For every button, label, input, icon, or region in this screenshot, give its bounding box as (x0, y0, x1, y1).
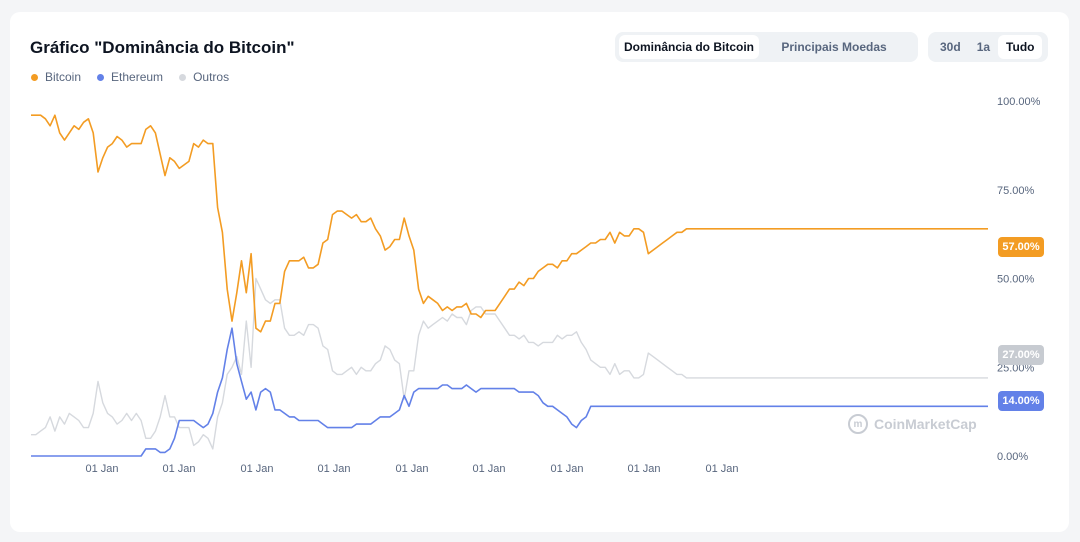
legend-dot-outros (179, 73, 187, 81)
range-30d[interactable]: 30d (940, 40, 961, 54)
x-tick-label: 01 Jan (317, 463, 350, 475)
legend-item-bitcoin[interactable]: Bitcoin (31, 70, 81, 84)
x-tick-label: 01 Jan (705, 463, 738, 475)
legend-dot-ethereum (97, 73, 105, 81)
chart-card (10, 12, 1069, 532)
badge-bitcoin-value: 57.00% (998, 237, 1044, 257)
watermark-text: CoinMarketCap (874, 416, 977, 432)
x-tick-label: 01 Jan (472, 463, 505, 475)
series-line-bitcoin[interactable] (31, 114, 988, 333)
range-1y[interactable]: 1a (976, 40, 991, 54)
series-line-ethereum[interactable] (31, 327, 988, 457)
y-tick-label: 75.00% (997, 185, 1035, 197)
legend-dot-bitcoin (31, 73, 38, 81)
badge-others-value: 27.00% (998, 345, 1044, 365)
series-line-outros[interactable] (31, 277, 988, 450)
tab-dominance[interactable]: Dominância do Bitcoin (619, 35, 759, 59)
x-tick-label: 01 Jan (395, 463, 428, 475)
view-toggle: Dominância do Bitcoin Principais Moedas (615, 32, 918, 62)
x-tick-label: 01 Jan (550, 463, 583, 475)
watermark: m CoinMarketCap (848, 414, 977, 434)
y-tick-label: 100.00% (997, 96, 1041, 108)
range-toggle: 30d 1a Tudo (928, 32, 1048, 62)
y-tick-label: 50.00% (997, 274, 1035, 286)
y-tick-label: 25.00% (997, 362, 1035, 374)
chart-legend: Bitcoin Ethereum Outros (31, 70, 229, 84)
range-all[interactable]: Tudo (998, 35, 1043, 59)
legend-item-outros[interactable]: Outros (179, 70, 229, 84)
x-tick-label: 01 Jan (627, 463, 660, 475)
legend-label-bitcoin: Bitcoin (45, 70, 82, 84)
tab-top-coins[interactable]: Principais Moedas (781, 40, 887, 54)
legend-item-ethereum[interactable]: Ethereum (97, 70, 163, 84)
x-tick-label: 01 Jan (240, 463, 273, 475)
legend-label-ethereum: Ethereum (111, 70, 164, 84)
x-tick-label: 01 Jan (85, 463, 118, 475)
chart-title: Gráfico "Dominância do Bitcoin" (30, 38, 295, 57)
x-tick-label: 01 Jan (162, 463, 195, 475)
legend-label-outros: Outros (193, 70, 230, 84)
coinmarketcap-logo-icon: m (848, 414, 868, 434)
badge-ethereum-value: 14.00% (998, 391, 1044, 411)
y-tick-label: 0.00% (997, 451, 1028, 463)
